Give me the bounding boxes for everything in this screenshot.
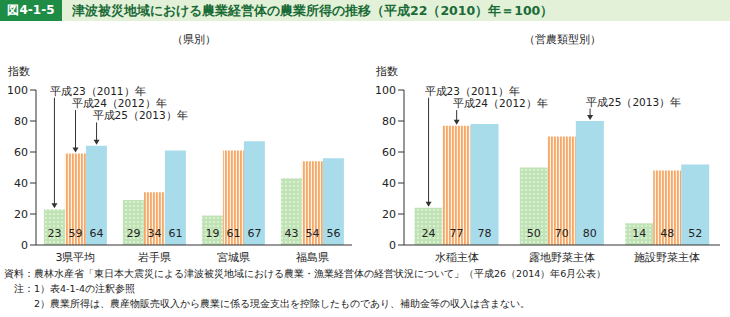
svg-text:67: 67 (247, 227, 261, 240)
svg-text:43: 43 (284, 227, 298, 240)
svg-text:56: 56 (326, 227, 340, 240)
html-text:2）農業所得は、農産物販売収入から農業に係る現金支出を控除し: 2）農業所得は、農産物販売収入から農業に係る現金支出を控除したものであり、補助金… (34, 298, 530, 309)
svg-text:施設野菜主体: 施設野菜主体 (634, 251, 700, 264)
svg-text:40: 40 (382, 177, 396, 190)
svg-text:50: 50 (527, 227, 541, 240)
svg-text:60: 60 (14, 146, 28, 159)
svg-text:100: 100 (375, 84, 396, 97)
svg-text:14: 14 (632, 227, 646, 240)
svg-text:52: 52 (688, 227, 702, 240)
svg-text:61: 61 (226, 227, 240, 240)
svg-text:平成23（2011）年: 平成23（2011）年 (50, 85, 145, 97)
svg-text:29: 29 (126, 227, 140, 240)
html-text:指数: 指数 (376, 65, 398, 78)
svg-text:48: 48 (660, 227, 674, 240)
svg-text:20: 20 (14, 208, 28, 221)
svg-text:平成25（2013）年: 平成25（2013）年 (586, 96, 681, 108)
svg-text:80: 80 (583, 227, 597, 240)
svg-text:19: 19 (205, 227, 219, 240)
html-text:（営農類型別）: （営農類型別） (523, 33, 601, 46)
svg-text:0: 0 (21, 239, 28, 252)
svg-text:宮城県: 宮城県 (217, 251, 250, 264)
html-text:津波被災地域における農業経営体の農業所得の推移（平成22（2: 津波被災地域における農業経営体の農業所得の推移（平成22（2010）年＝100） (72, 3, 554, 18)
html-text:図4-1-5: 図4-1-5 (7, 3, 55, 17)
html-text:（県別）: （県別） (172, 33, 216, 46)
svg-text:岩手県: 岩手県 (138, 251, 171, 264)
svg-text:77: 77 (450, 227, 464, 240)
svg-text:平成23（2011）年: 平成23（2011）年 (425, 85, 520, 97)
svg-text:40: 40 (14, 177, 28, 190)
svg-text:80: 80 (382, 115, 396, 128)
svg-text:20: 20 (382, 208, 396, 221)
svg-text:平成24（2012）年: 平成24（2012）年 (453, 97, 548, 109)
svg-text:70: 70 (555, 227, 569, 240)
svg-text:64: 64 (89, 227, 103, 240)
svg-text:60: 60 (382, 146, 396, 159)
svg-text:80: 80 (14, 115, 28, 128)
svg-text:平成24（2012）年: 平成24（2012）年 (72, 97, 167, 109)
html-text:指数: 指数 (8, 65, 30, 78)
svg-text:水稲主体: 水稲主体 (435, 251, 479, 264)
svg-text:61: 61 (168, 227, 182, 240)
svg-text:59: 59 (68, 227, 82, 240)
svg-text:平成25（2013）年: 平成25（2013）年 (93, 109, 188, 121)
svg-text:24: 24 (422, 227, 436, 240)
svg-text:100: 100 (8, 84, 28, 97)
svg-text:0: 0 (389, 239, 396, 252)
svg-text:福島県: 福島県 (296, 251, 329, 264)
svg-text:露地野菜主体: 露地野菜主体 (529, 251, 595, 264)
html-text:資料：農林水産省「東日本大震災による津波被災地域における農業: 資料：農林水産省「東日本大震災による津波被災地域における農業・漁業経営体の経営状… (4, 268, 607, 279)
html-text:注：1）表4-1-4の注釈参照: 注：1）表4-1-4の注釈参照 (14, 283, 135, 294)
svg-text:54: 54 (305, 227, 319, 240)
svg-text:23: 23 (47, 227, 61, 240)
svg-text:34: 34 (147, 227, 161, 240)
svg-text:3県平均: 3県平均 (56, 251, 96, 264)
svg-text:78: 78 (478, 227, 492, 240)
